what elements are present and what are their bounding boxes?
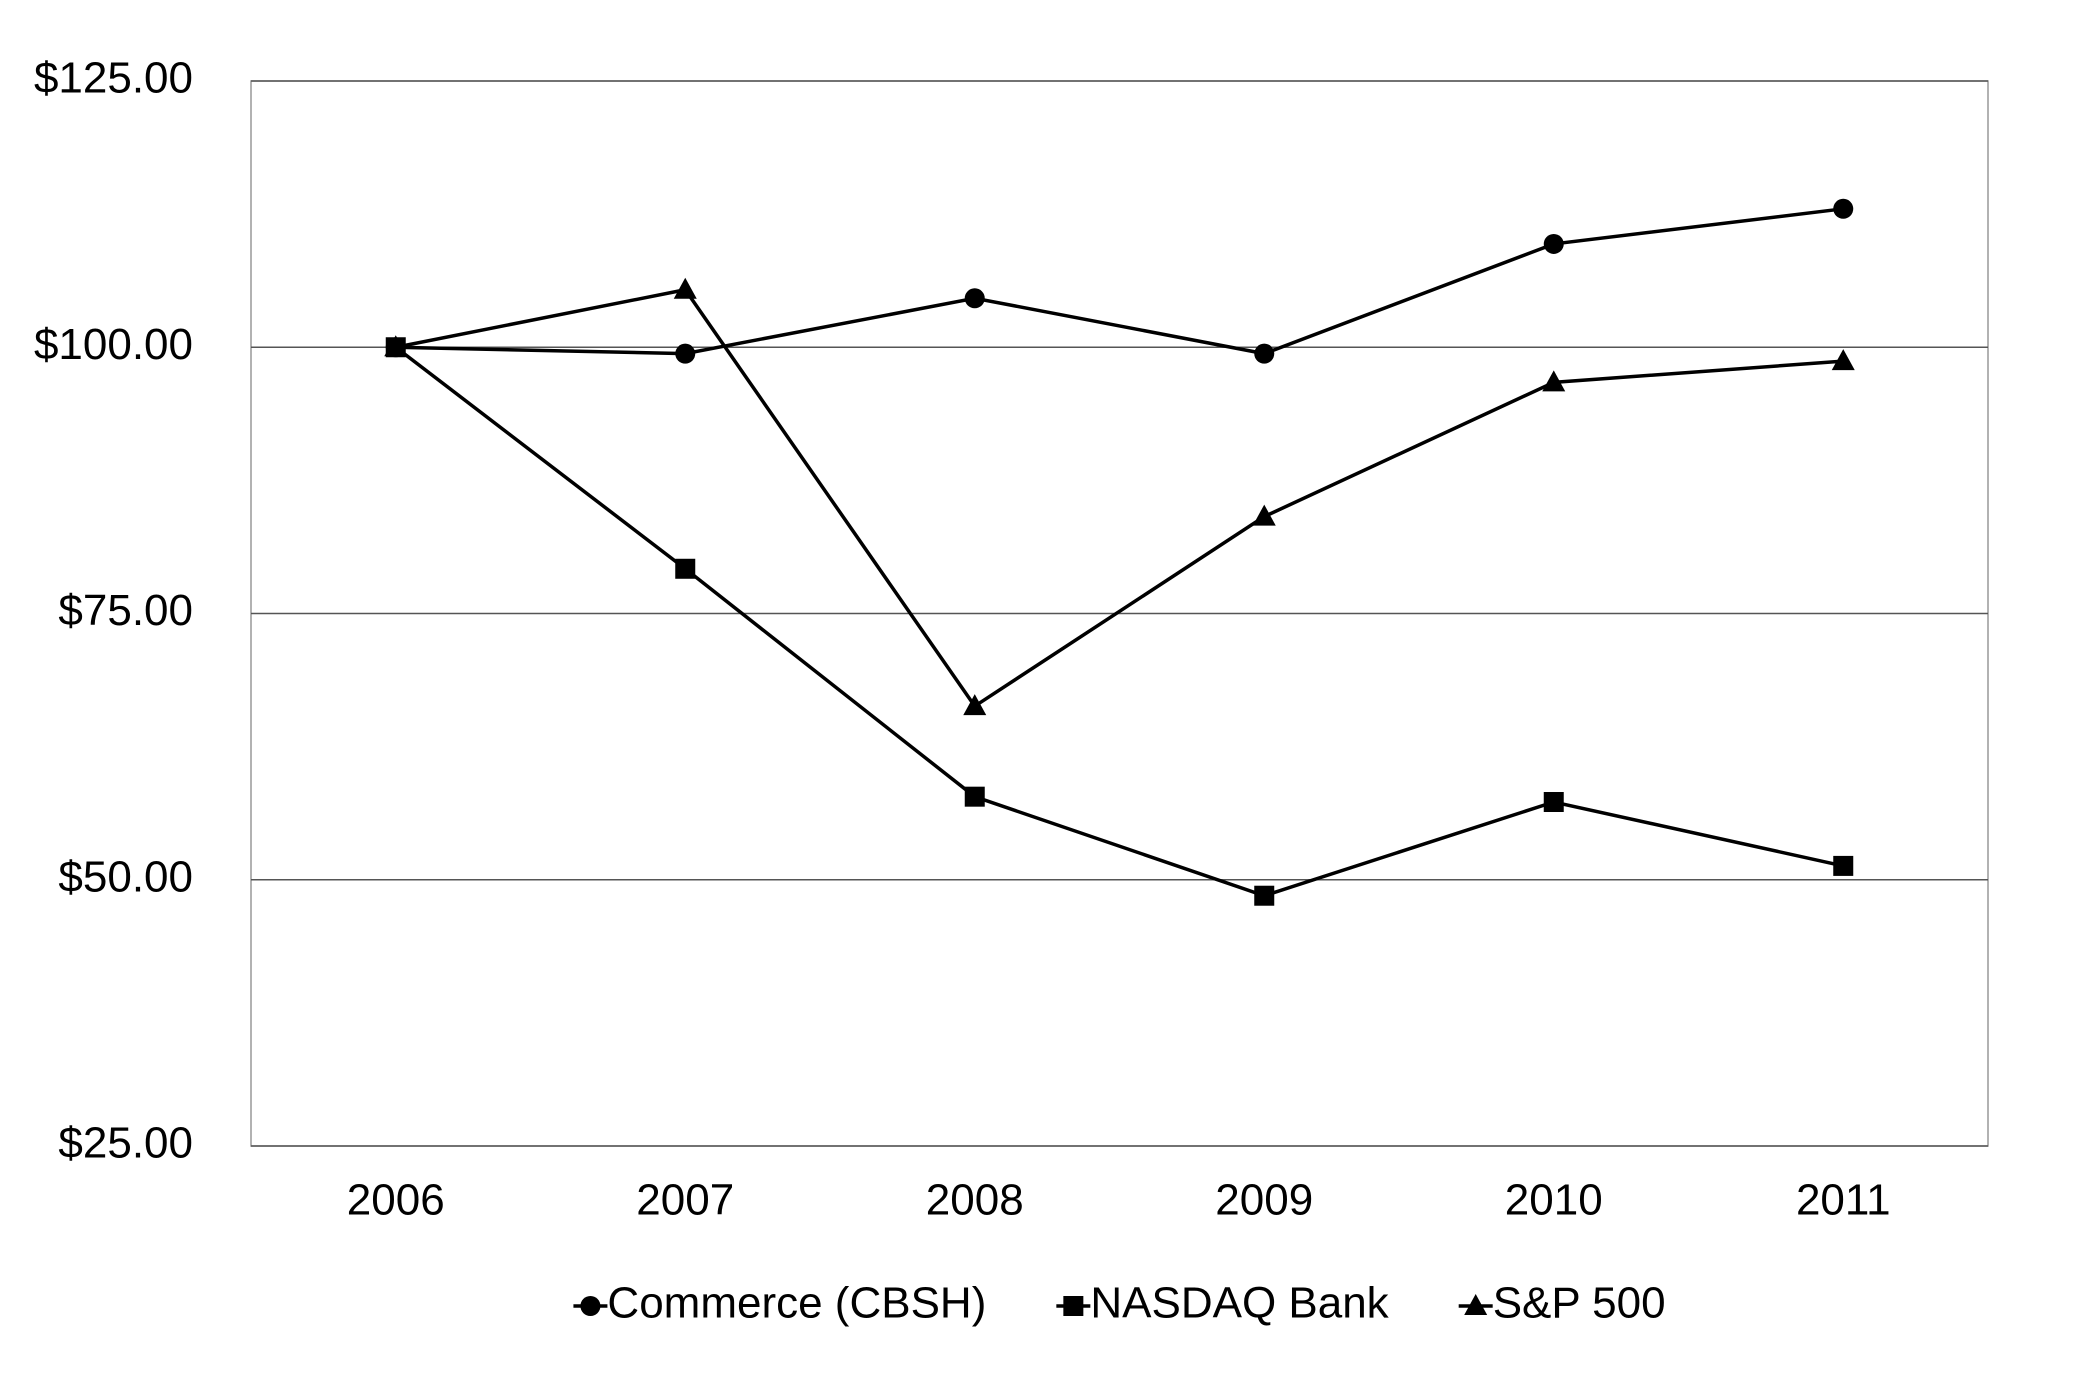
marker — [675, 343, 696, 364]
marker — [1542, 370, 1566, 392]
series-line — [394, 345, 1844, 898]
legend-marker — [1063, 1296, 1084, 1316]
y-tick-label: $75.00 — [58, 586, 193, 635]
series-line — [395, 207, 1844, 356]
marker — [964, 786, 985, 807]
marker — [1543, 792, 1564, 813]
x-tick-label: 2009 — [1215, 1176, 1313, 1225]
x-tick-label: 2006 — [347, 1176, 445, 1225]
marker — [963, 694, 987, 716]
marker — [1833, 855, 1854, 876]
marker — [1254, 885, 1275, 906]
marker — [673, 277, 697, 299]
legend-label: S&P 500 — [1493, 1279, 1666, 1328]
marker — [384, 335, 408, 357]
marker — [675, 558, 696, 579]
legend-marker — [1464, 1294, 1488, 1315]
y-tick-label: $125.00 — [34, 54, 193, 103]
x-tick-label: 2011 — [1796, 1176, 1891, 1225]
x-tick-label: 2008 — [926, 1176, 1024, 1225]
legend-label: NASDAQ Bank — [1090, 1279, 1389, 1328]
marker — [1831, 349, 1855, 371]
x-tick-label: 2007 — [636, 1176, 734, 1225]
marker — [1543, 233, 1564, 254]
marker — [1254, 343, 1275, 364]
y-tick-label: $50.00 — [58, 852, 193, 901]
marker — [1252, 504, 1276, 526]
marker — [964, 288, 985, 309]
y-tick-label: $25.00 — [58, 1119, 193, 1168]
y-tick-label: $100.00 — [34, 320, 193, 369]
x-tick-label: 2010 — [1505, 1176, 1603, 1225]
legend-label: Commerce (CBSH) — [607, 1279, 986, 1328]
series-line — [395, 287, 1844, 709]
legend-marker — [580, 1296, 601, 1316]
marker — [1833, 198, 1854, 219]
